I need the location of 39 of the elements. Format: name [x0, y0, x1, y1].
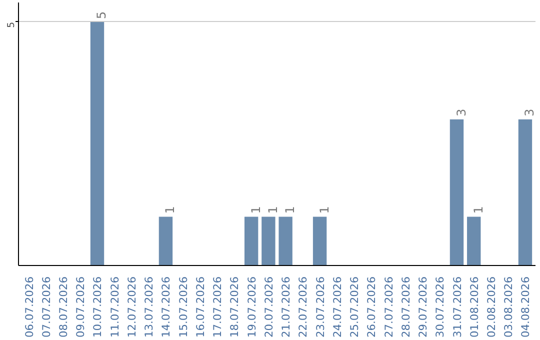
x-tick-label: 23.07.2026 — [314, 276, 327, 338]
data-label: 1 — [317, 206, 332, 214]
x-tick-label: 08.07.2026 — [57, 276, 70, 338]
x-tick-label: 14.07.2026 — [160, 276, 173, 338]
x-tick-label: 26.07.2026 — [365, 276, 378, 338]
data-label: 3 — [454, 108, 468, 116]
x-tick-label: 20.07.2026 — [262, 276, 276, 338]
data-label: 1 — [248, 206, 263, 214]
x-tick-label: 24.07.2026 — [330, 276, 344, 338]
data-label: 1 — [471, 206, 486, 214]
data-label: 1 — [163, 206, 178, 214]
x-tick-label: 10.07.2026 — [91, 276, 104, 338]
x-tick-label: 11.07.2026 — [108, 276, 122, 338]
x-tick-label: 09.07.2026 — [74, 276, 88, 338]
x-tick-label: 13.07.2026 — [142, 276, 156, 338]
x-tick-label: 18.07.2026 — [228, 276, 242, 338]
x-tick-label: 21.07.2026 — [280, 276, 293, 338]
x-tick-label: 01.08.2026 — [468, 276, 481, 338]
x-tick-label: 27.07.2026 — [382, 276, 396, 338]
x-tick-label: 07.07.2026 — [40, 276, 53, 338]
x-tick-label: 16.07.2026 — [194, 276, 207, 338]
data-label: 1 — [266, 206, 280, 214]
x-tick-label: 02.08.2026 — [484, 276, 498, 338]
x-tick-label: 03.08.2026 — [502, 276, 516, 338]
x-tick-label: 29.07.2026 — [416, 276, 430, 338]
x-tick-label: 17.07.2026 — [211, 276, 224, 338]
x-tick-label: 12.07.2026 — [125, 276, 138, 338]
data-label: 3 — [522, 108, 537, 116]
x-tick-label: 22.07.2026 — [296, 276, 310, 338]
data-label: 5 — [94, 11, 109, 19]
data-label: 1 — [283, 206, 298, 214]
x-tick-label: 31.07.2026 — [450, 276, 464, 338]
x-tick-label: 04.08.2026 — [519, 276, 532, 338]
x-tick-label: 30.07.2026 — [434, 276, 447, 338]
x-tick-label: 28.07.2026 — [399, 276, 412, 338]
x-tick-label: 06.07.2026 — [22, 276, 36, 338]
x-tick-label: 15.07.2026 — [176, 276, 190, 338]
x-tick-label: 25.07.2026 — [348, 276, 362, 338]
x-tick-label: 19.07.2026 — [245, 276, 258, 338]
